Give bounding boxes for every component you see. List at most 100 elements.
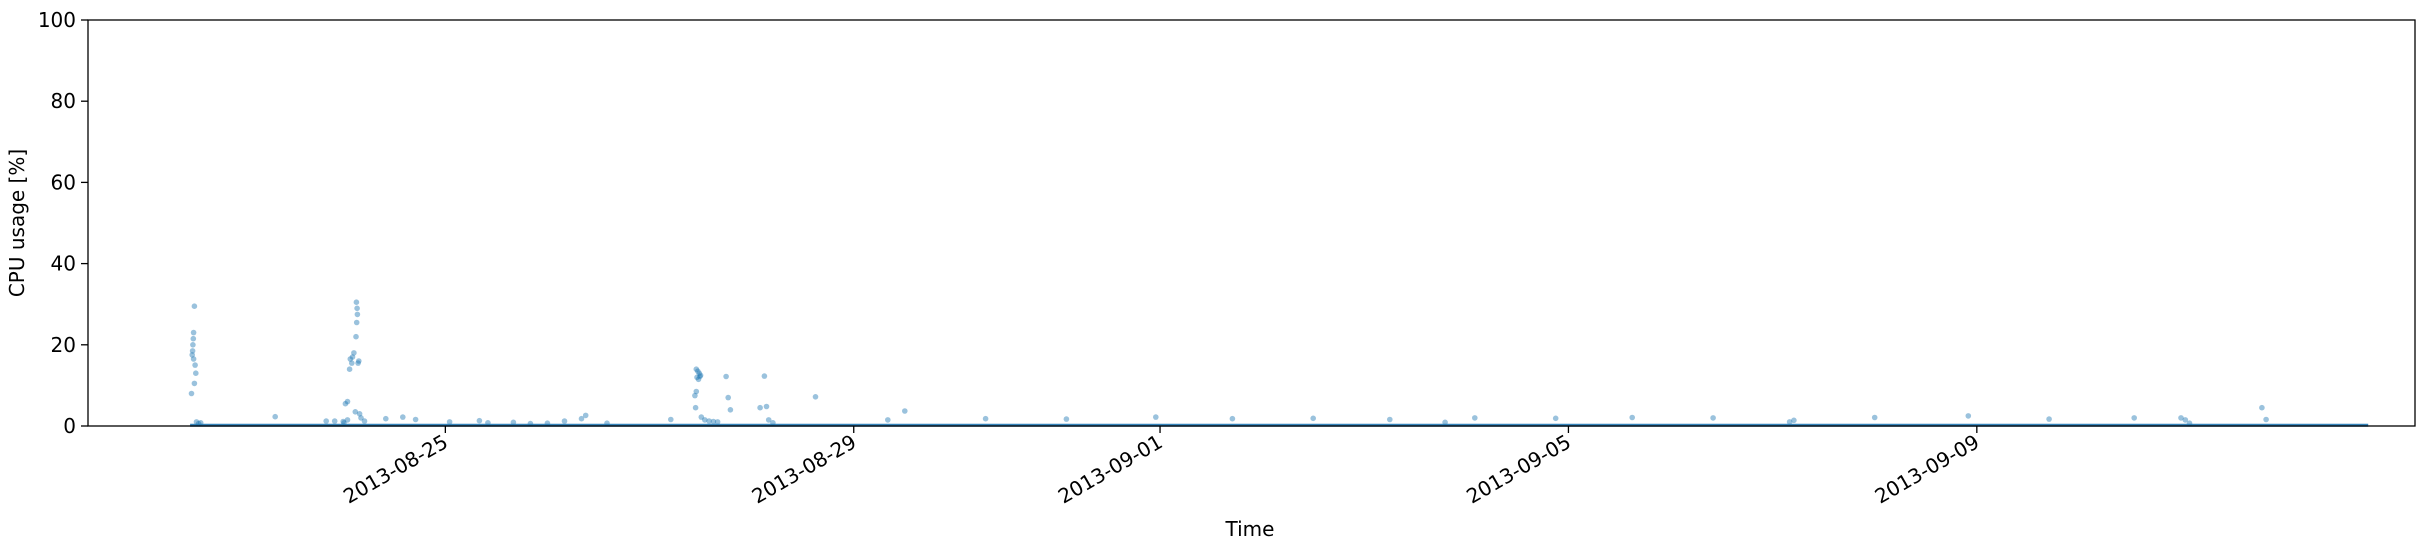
data-point <box>342 400 349 407</box>
data-point <box>725 394 731 401</box>
data-point <box>272 413 279 420</box>
x-axis-title: Time <box>1225 517 1275 541</box>
data-point <box>692 404 699 411</box>
data-point <box>193 419 200 425</box>
y-tick-label: 40 <box>51 252 76 276</box>
data-point <box>582 412 589 419</box>
data-point <box>1552 415 1559 422</box>
data-point <box>400 414 406 420</box>
data-point <box>1153 414 1159 420</box>
data-point <box>191 380 198 387</box>
data-point <box>706 418 712 424</box>
data-point <box>354 305 360 312</box>
data-point <box>2178 415 2184 421</box>
data-point <box>347 356 354 362</box>
data-point <box>727 407 734 413</box>
data-point <box>355 360 361 366</box>
data-point <box>2131 415 2137 421</box>
y-tick-label: 0 <box>63 414 76 438</box>
data-point <box>191 303 198 310</box>
data-point <box>2046 416 2052 422</box>
y-tick-label: 20 <box>51 333 76 357</box>
data-point <box>697 372 704 379</box>
data-point <box>188 390 195 397</box>
data-point <box>331 418 338 424</box>
data-point <box>323 418 330 424</box>
data-point <box>190 335 197 342</box>
data-point <box>770 420 776 426</box>
data-point <box>190 356 197 362</box>
y-tick-label: 80 <box>51 89 76 113</box>
data-point <box>1786 419 1793 425</box>
data-point <box>356 411 363 417</box>
data-point <box>693 388 700 395</box>
data-point <box>344 398 351 405</box>
data-point <box>340 418 347 425</box>
data-point <box>695 368 701 375</box>
data-point <box>763 403 770 410</box>
data-point <box>561 418 568 424</box>
data-point <box>698 414 705 420</box>
data-point <box>885 417 891 423</box>
data-point <box>2263 416 2269 423</box>
data-point <box>192 362 198 368</box>
data-point <box>195 420 202 427</box>
data-point <box>346 366 353 373</box>
data-point <box>695 376 702 383</box>
data-point <box>1229 415 1236 422</box>
data-point <box>723 373 729 380</box>
data-point <box>351 350 357 356</box>
data-point <box>696 370 702 377</box>
data-point <box>710 418 717 425</box>
data-point <box>354 311 361 318</box>
data-point <box>982 415 989 422</box>
data-point <box>349 354 356 360</box>
data-point <box>1629 414 1635 421</box>
data-point <box>344 417 351 423</box>
data-points-layer <box>188 299 2369 427</box>
data-point <box>693 366 700 373</box>
data-point <box>358 415 364 421</box>
y-axis-title: CPU usage [%] <box>5 149 29 297</box>
data-point <box>1387 416 1393 423</box>
data-point <box>902 408 908 414</box>
data-point <box>1710 415 1716 421</box>
plot-area-frame <box>87 19 2416 427</box>
data-point <box>765 417 772 423</box>
data-point <box>527 420 534 427</box>
data-point <box>714 419 721 425</box>
data-point <box>1871 414 1878 421</box>
data-point <box>356 358 362 364</box>
data-point <box>193 370 199 377</box>
data-point <box>578 415 585 422</box>
data-point <box>353 319 360 326</box>
y-tick-label: 100 <box>38 8 76 32</box>
data-point <box>485 420 491 426</box>
data-point <box>510 419 517 426</box>
data-point <box>353 299 360 306</box>
data-point <box>1791 417 1797 424</box>
data-point <box>544 420 551 427</box>
data-point <box>1063 416 1070 422</box>
data-point <box>412 416 419 423</box>
data-point <box>1442 419 1448 426</box>
data-point <box>2182 417 2189 423</box>
y-tick-label: 60 <box>51 170 76 194</box>
data-point <box>757 404 763 411</box>
data-point <box>476 417 483 424</box>
data-point <box>341 420 347 426</box>
data-point <box>190 329 197 336</box>
data-point <box>446 419 453 425</box>
data-point <box>697 373 703 380</box>
data-point <box>383 415 389 422</box>
data-point <box>694 374 700 381</box>
data-point <box>2259 404 2265 411</box>
data-point <box>190 342 196 348</box>
data-point <box>692 392 698 399</box>
data-point <box>197 420 204 426</box>
data-point <box>702 417 708 423</box>
data-point <box>361 418 368 424</box>
data-point <box>1310 415 1316 422</box>
